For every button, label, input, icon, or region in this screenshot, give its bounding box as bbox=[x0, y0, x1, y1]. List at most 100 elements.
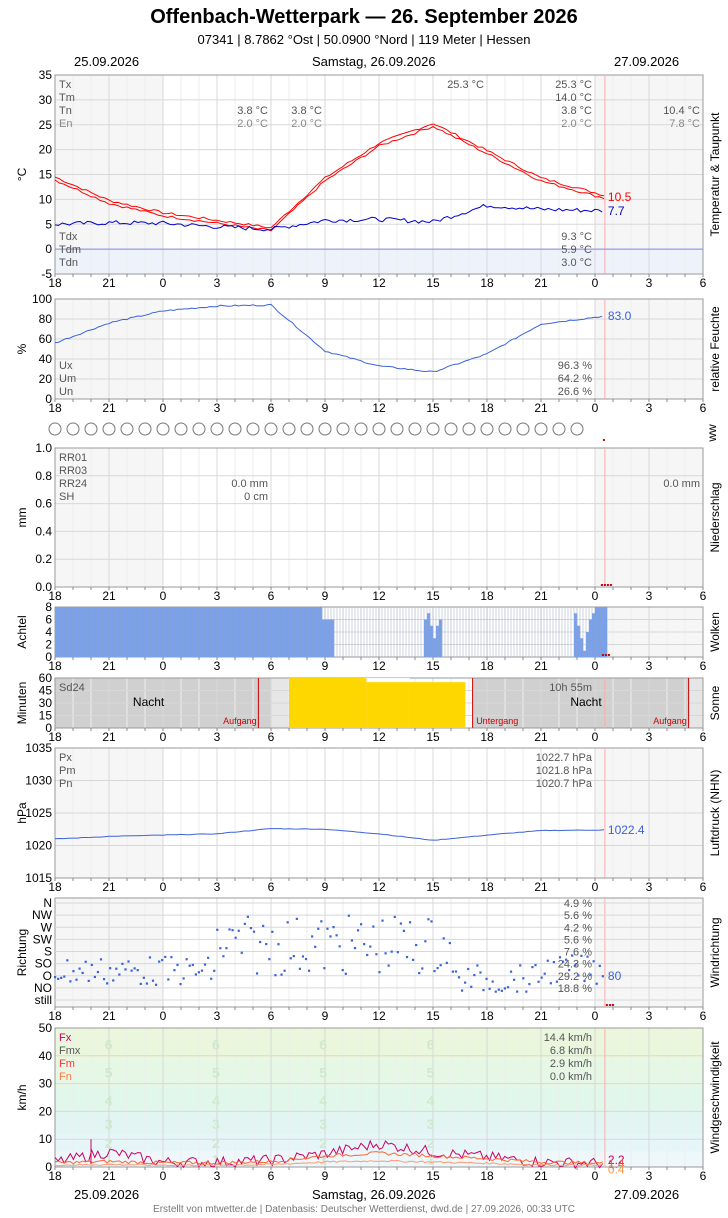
cloud-bar bbox=[82, 607, 86, 657]
press-row-value: 1022.7 hPa bbox=[536, 752, 593, 764]
x-tick-label: 0 bbox=[160, 1009, 167, 1023]
night-label: Nacht bbox=[133, 695, 165, 709]
direction-point bbox=[314, 945, 317, 948]
direction-point bbox=[317, 927, 320, 930]
direction-percent: 18.8 % bbox=[558, 983, 592, 995]
cloud-bar bbox=[316, 607, 320, 657]
cloud-marker bbox=[604, 654, 607, 656]
cloud-bar bbox=[280, 607, 284, 657]
y-tick-label: 45 bbox=[39, 684, 53, 698]
wind-row-key: Fx bbox=[59, 1032, 72, 1044]
beaufort-label: 5 bbox=[105, 1064, 113, 1080]
x-tick-label: 9 bbox=[322, 730, 329, 744]
direction-point bbox=[216, 928, 219, 931]
direction-point bbox=[173, 969, 176, 972]
cloud-bar bbox=[253, 607, 257, 657]
direction-point bbox=[601, 975, 604, 978]
ww-clear-icon bbox=[498, 422, 512, 436]
direction-point bbox=[170, 956, 173, 959]
x-tick-label: 3 bbox=[214, 659, 221, 673]
cloud-bar bbox=[193, 607, 197, 657]
sunshine-label: Sd24 bbox=[59, 682, 85, 694]
date-current: Samstag, 26.09.2026 bbox=[312, 54, 436, 69]
y-tick-label: 0 bbox=[45, 392, 52, 406]
direction-point bbox=[464, 981, 467, 984]
direction-point bbox=[350, 939, 354, 942]
temp-row-next: 10.4 °C bbox=[663, 105, 700, 117]
direction-point bbox=[430, 920, 433, 923]
temp-row-value: 14.0 °C bbox=[555, 92, 592, 104]
direction-point bbox=[360, 923, 363, 926]
precip-row-key: RR01 bbox=[59, 452, 87, 464]
x-tick-label: 15 bbox=[426, 401, 440, 415]
cloud-bar bbox=[325, 619, 329, 657]
y-tick-label: 1.0 bbox=[35, 441, 52, 455]
x-tick-label: 18 bbox=[480, 730, 494, 744]
cloud-bar bbox=[70, 607, 74, 657]
cloud-bar bbox=[226, 607, 230, 657]
y-tick-label: 0.4 bbox=[35, 524, 52, 538]
direction-point bbox=[179, 983, 182, 986]
direction-point bbox=[203, 963, 207, 966]
dew-row-value: 5.9 °C bbox=[561, 244, 592, 256]
direction-point bbox=[513, 978, 516, 981]
cloud-bar bbox=[244, 607, 248, 657]
y-tick-label: 0 bbox=[45, 242, 52, 256]
sunshine-duration: 10h 55m bbox=[549, 682, 592, 694]
y-axis-label: °C bbox=[15, 167, 29, 181]
direction-point bbox=[580, 954, 583, 957]
direction-point bbox=[586, 955, 589, 958]
direction-point bbox=[418, 971, 421, 975]
direction-point bbox=[457, 976, 461, 979]
temp-row-next: 7.8 °C bbox=[669, 118, 700, 130]
cloud-bar bbox=[295, 607, 299, 657]
direction-point bbox=[289, 957, 292, 960]
direction-point bbox=[525, 990, 528, 993]
x-tick-label: 6 bbox=[700, 1009, 707, 1023]
direction-point bbox=[338, 945, 341, 948]
cloud-bar bbox=[271, 607, 275, 657]
direction-point bbox=[57, 977, 60, 981]
direction-point bbox=[274, 974, 277, 977]
y-axis-label: km/h bbox=[15, 1084, 29, 1110]
cloud-bar bbox=[586, 632, 590, 657]
beaufort-label: 6 bbox=[105, 1037, 113, 1053]
cloud-marker bbox=[607, 654, 610, 656]
y-tick-label: 20 bbox=[39, 372, 53, 386]
cloud-bar bbox=[94, 607, 98, 657]
direction-point bbox=[78, 967, 81, 970]
cloud-bar bbox=[592, 613, 596, 657]
precip-marker bbox=[603, 584, 606, 586]
x-tick-label: 0 bbox=[592, 589, 599, 603]
direction-point bbox=[332, 926, 335, 929]
direction-point bbox=[565, 958, 568, 961]
temp-row-prev: 3.8 °C bbox=[237, 105, 268, 117]
direction-point bbox=[415, 943, 418, 947]
direction-point bbox=[589, 973, 592, 976]
direction-percent: 5.6 % bbox=[564, 910, 592, 922]
x-tick-label: 9 bbox=[322, 401, 329, 415]
date-prev-bottom: 25.09.2026 bbox=[74, 1187, 140, 1202]
cloud-bar bbox=[217, 607, 221, 657]
direction-point bbox=[99, 958, 103, 961]
cloud-bar bbox=[154, 607, 158, 657]
beaufort-label: 3 bbox=[105, 1116, 113, 1132]
temp-row-value: 3.8 °C bbox=[561, 105, 592, 117]
beaufort-label: 1 bbox=[319, 1151, 327, 1167]
direction-label: N bbox=[43, 896, 52, 910]
cloud-bar bbox=[121, 607, 125, 657]
y-tick-label: 60 bbox=[39, 671, 53, 685]
x-tick-label: 9 bbox=[322, 589, 329, 603]
direction-point bbox=[470, 985, 473, 988]
ww-clear-icon bbox=[174, 422, 188, 436]
x-tick-label: 9 bbox=[322, 1009, 329, 1023]
wind-row-value: 0.0 km/h bbox=[550, 1071, 592, 1083]
direction-percent: 7.6 % bbox=[564, 947, 592, 959]
direction-point bbox=[467, 967, 470, 971]
x-tick-label: 6 bbox=[700, 730, 707, 744]
x-tick-label: 21 bbox=[534, 1169, 548, 1183]
direction-point bbox=[519, 964, 522, 967]
temp-row-key: Tm bbox=[59, 92, 75, 104]
